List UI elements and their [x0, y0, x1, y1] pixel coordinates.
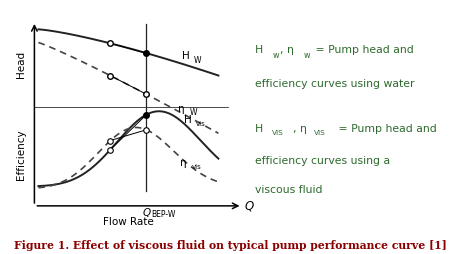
- Text: = Pump head and: = Pump head and: [311, 45, 412, 55]
- Text: Efficiency: Efficiency: [17, 129, 26, 180]
- Text: Figure 1. Effect of viscous fluid on typical pump performance curve [1]: Figure 1. Effect of viscous fluid on typ…: [13, 241, 446, 251]
- Text: efficiency curves using water: efficiency curves using water: [254, 79, 413, 89]
- Text: η: η: [178, 104, 185, 114]
- Text: Head: Head: [17, 50, 26, 77]
- Text: , η: , η: [280, 45, 294, 55]
- Text: Q: Q: [142, 208, 150, 218]
- Text: W: W: [189, 108, 196, 117]
- Text: W: W: [193, 56, 201, 65]
- Text: H: H: [254, 124, 262, 134]
- Text: η: η: [180, 158, 187, 168]
- Text: viscous fluid: viscous fluid: [254, 185, 321, 195]
- Text: VIS: VIS: [313, 130, 325, 136]
- Text: BEP-W: BEP-W: [151, 211, 175, 219]
- Text: H: H: [254, 45, 262, 55]
- Text: H: H: [182, 51, 190, 61]
- Text: Q: Q: [244, 199, 253, 212]
- Text: vis: vis: [195, 121, 205, 127]
- Text: VIS: VIS: [272, 130, 283, 136]
- Text: = Pump head and: = Pump head and: [335, 124, 436, 134]
- Text: vis: vis: [191, 164, 201, 170]
- Text: , η: , η: [292, 124, 306, 134]
- Text: w: w: [302, 51, 309, 59]
- Text: H: H: [184, 115, 192, 125]
- Text: Flow Rate: Flow Rate: [103, 217, 153, 227]
- Text: w: w: [272, 51, 278, 59]
- Text: efficiency curves using a: efficiency curves using a: [254, 156, 389, 166]
